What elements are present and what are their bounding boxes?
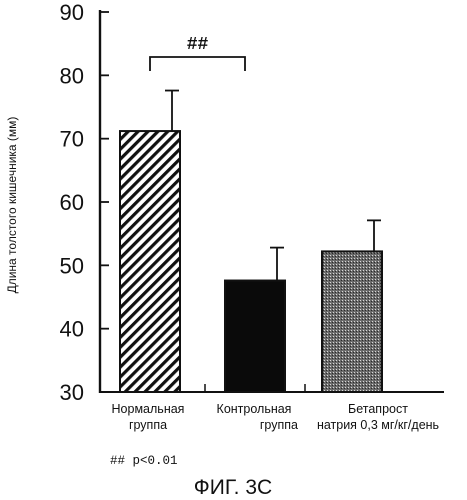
significance-line [150,57,245,71]
figure-label: ФИГ. 3С [194,476,272,499]
category-label-2-line-1: Контрольная [217,402,292,416]
bar-2 [225,281,285,392]
category-label-1-line-2: группа [129,418,167,432]
category-label-1-line-1: Нормальная [112,402,185,416]
y-tick-label-50: 50 [60,253,84,278]
category-label-2-line-2: группа [260,418,298,432]
bar-1 [120,131,180,392]
significance-bracket: ## [150,35,245,71]
y-tick-label-90: 90 [60,0,84,25]
y-axis-label-text: Длина толстого кишечника (мм) [5,117,19,294]
y-tick-label-40: 40 [60,317,84,342]
category-labels: Нормальная группа Контрольная группа Бетапро… [112,402,440,432]
y-tick-label-70: 70 [60,127,84,152]
footnote: ## p<0.01 [110,454,178,468]
y-ticks: 30 40 50 60 70 80 90 [60,0,109,405]
bar-3 [322,251,382,392]
y-tick-label-60: 60 [60,190,84,215]
y-tick-label-30: 30 [60,380,84,405]
category-label-3-line-2: натрия 0,3 мг/кг/день [317,418,439,432]
significance-label: ## [187,35,209,55]
category-label-3-line-1: Бетапрост [348,402,408,416]
y-tick-label-80: 80 [60,63,84,88]
bars [120,131,382,392]
y-axis-label: Длина толстого кишечника (мм) [5,117,19,294]
